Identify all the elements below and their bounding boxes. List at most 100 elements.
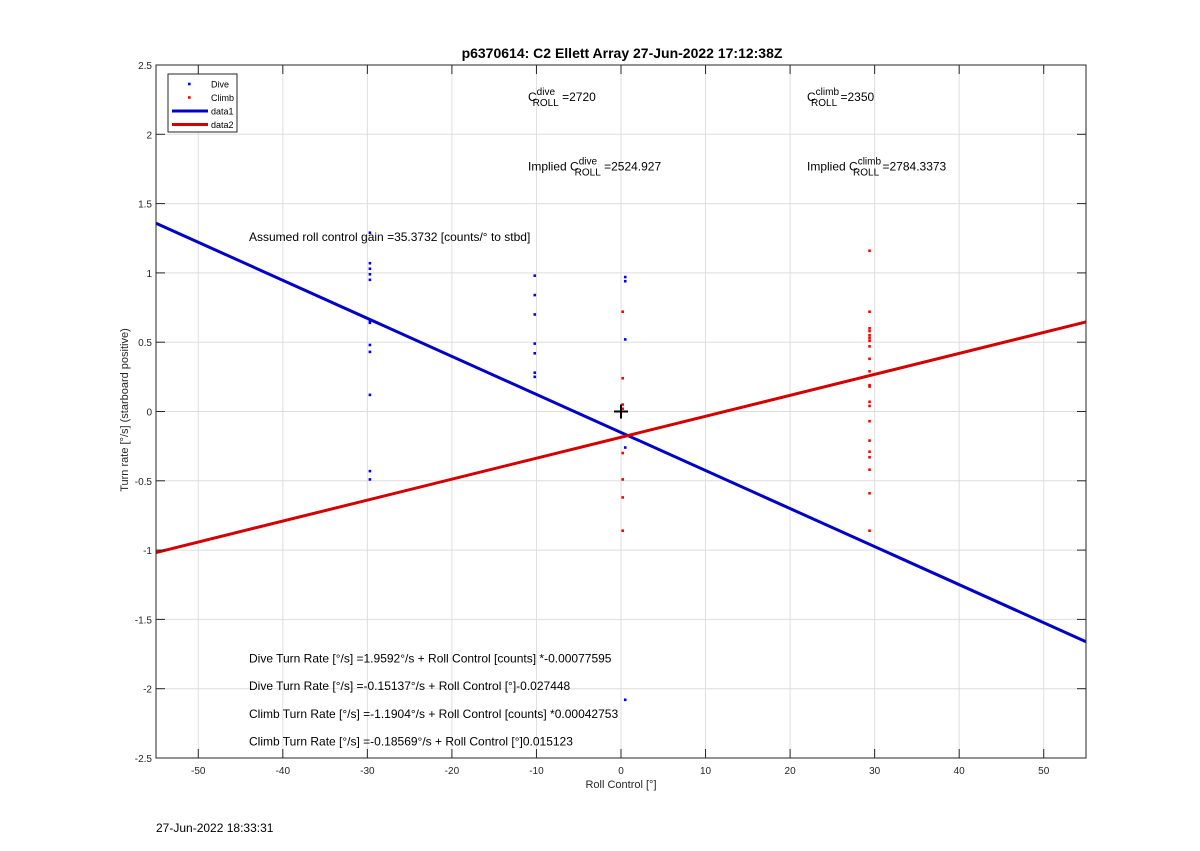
y-tick-label: 0.5 [138, 338, 152, 349]
annotation-implied-dive: Implied Cdive ROLL =2524.927 [528, 156, 661, 178]
point-climb [868, 385, 871, 388]
x-tick-label: 20 [785, 766, 797, 777]
y-tick-label: -1.5 [135, 615, 153, 626]
point-climb [868, 455, 871, 459]
x-tick-label: -20 [445, 766, 460, 777]
legend-marker-dive [188, 82, 191, 86]
y-tick-label: -1 [143, 546, 152, 557]
x-tick-label: 0 [618, 766, 624, 777]
annotation-eq4: Climb Turn Rate [°/s] =-0.18569°/s + Rol… [249, 735, 573, 749]
y-tick-label: -2.5 [135, 754, 153, 765]
legend-label-data2: data2 [211, 120, 234, 130]
axis-ticks: -50 -40 -30 -20 -10 0 10 20 30 40 50-2.5-2-1.5-1-0… [135, 61, 1086, 777]
point-climb [868, 419, 871, 423]
point-climb [868, 357, 871, 361]
point-climb [621, 403, 624, 406]
print-timestamp: 27-Jun-2022 18:33:31 [156, 821, 274, 835]
point-climb [868, 439, 871, 442]
axes-box [155, 64, 1087, 759]
point-climb [621, 529, 624, 532]
legend: Dive Climb data1 data2 [167, 73, 238, 133]
point-dive [623, 275, 627, 279]
point-climb [868, 370, 871, 373]
point-climb [621, 496, 624, 499]
chart-title: p6370614: C2 Ellett Array 27-Jun-2022 17… [462, 45, 783, 61]
point-dive [623, 446, 627, 449]
fit-lines [155, 221, 1087, 644]
y-tick-label: 0 [146, 408, 152, 419]
point-dive [533, 375, 537, 379]
legend-marker-climb [188, 96, 191, 99]
data-points [368, 231, 871, 702]
point-dive [368, 261, 372, 265]
point-climb [868, 327, 871, 330]
point-climb [621, 451, 624, 455]
point-dive [533, 313, 537, 316]
point-climb [868, 333, 871, 337]
y-tick-label: -2 [143, 685, 152, 696]
point-dive [368, 469, 372, 473]
point-climb [868, 329, 871, 333]
point-climb [868, 450, 871, 453]
legend-label-climb: Climb [211, 93, 234, 103]
point-dive [533, 351, 537, 355]
point-climb [868, 249, 871, 253]
point-climb [868, 529, 871, 532]
y-tick-label: -0.5 [135, 477, 153, 488]
annotation-eq2: Dive Turn Rate [°/s] =-0.15137°/s + Roll… [249, 679, 571, 693]
x-tick-label: -50 [191, 766, 206, 777]
point-climb [868, 400, 871, 404]
point-climb [868, 345, 871, 348]
annotation-c-dive: Cdive ROLL =2720 [528, 87, 596, 109]
point-dive [368, 231, 372, 235]
x-tick-label: 50 [1038, 766, 1050, 777]
x-tick-label: 10 [700, 766, 712, 777]
legend-box [167, 73, 238, 133]
point-climb [868, 336, 871, 340]
point-climb [868, 491, 871, 495]
point-climb [621, 310, 624, 314]
point-climb [868, 468, 871, 472]
point-dive [368, 393, 372, 397]
fit-line-data2 [155, 320, 1087, 554]
point-dive [368, 272, 372, 276]
point-climb [868, 310, 871, 314]
annotation-eq3: Climb Turn Rate [°/s] =-1.1904°/s + Roll… [249, 707, 618, 721]
point-dive [368, 321, 372, 325]
point-dive [368, 278, 372, 282]
point-dive [533, 371, 537, 374]
y-axis-label: Turn rate [°/s] (starboard positive) [119, 328, 131, 492]
point-dive [533, 342, 537, 345]
point-dive [368, 320, 372, 323]
annotation-eq1: Dive Turn Rate [°/s] =1.9592°/s + Roll C… [249, 651, 612, 665]
point-climb [621, 376, 624, 380]
y-tick-label: 2 [146, 130, 152, 141]
x-tick-label: 40 [954, 766, 966, 777]
point-dive [533, 274, 537, 277]
point-climb [621, 478, 624, 481]
point-climb [868, 404, 871, 408]
point-dive [368, 350, 372, 354]
x-tick-label: -30 [360, 766, 375, 777]
legend-label-data1: data1 [211, 107, 234, 117]
y-tick-label: 2.5 [138, 61, 152, 72]
point-dive [533, 293, 537, 297]
y-tick-label: 1 [146, 269, 152, 280]
fit-line-data1 [155, 221, 1087, 644]
annotation-gain: Assumed roll control gain =35.3732 [coun… [249, 230, 530, 244]
annotation-implied-climb: Implied Cclimb ROLL =2784.3373 [807, 156, 947, 178]
x-axis-label: Roll Control [°] [585, 779, 656, 791]
x-tick-label: -10 [529, 766, 544, 777]
x-tick-label: -40 [276, 766, 291, 777]
point-dive [368, 478, 372, 481]
point-dive [368, 343, 372, 347]
point-dive [623, 279, 627, 283]
point-dive [623, 698, 627, 702]
y-tick-label: 1.5 [138, 200, 152, 211]
annotations: Cdive ROLL =2720 Cclimb ROLL =2350 Implied C… [249, 87, 947, 748]
x-tick-label: 30 [869, 766, 881, 777]
point-climb [621, 407, 624, 411]
annotation-c-climb: Cclimb ROLL =2350 [807, 87, 875, 109]
